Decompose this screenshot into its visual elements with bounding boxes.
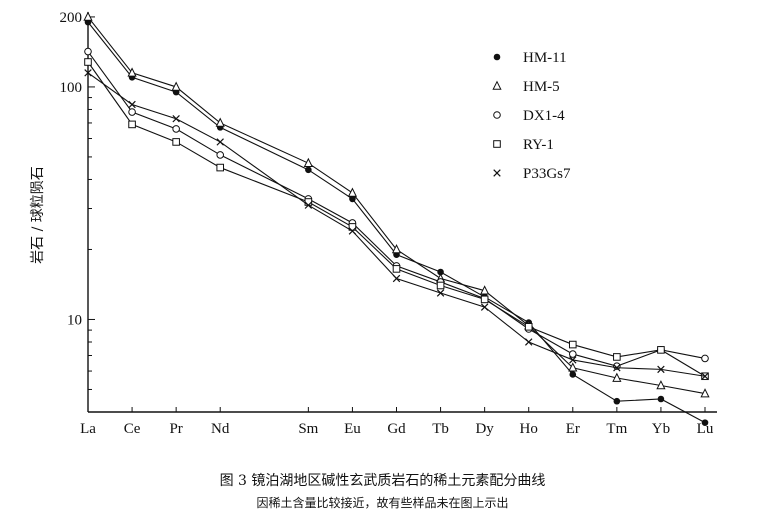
data-point: [612, 372, 622, 382]
x-tick-label: Er: [566, 421, 580, 437]
series-p33gs7: [84, 69, 709, 380]
y-tick-label: 100: [60, 80, 83, 96]
legend-item-dx1-4: DX1-4: [493, 108, 565, 124]
data-point: [493, 111, 501, 119]
series-layer: [83, 11, 710, 426]
data-point: [480, 295, 489, 304]
data-point: [215, 117, 225, 127]
data-point: [480, 285, 490, 295]
data-point: [172, 114, 180, 123]
data-point: [524, 322, 533, 331]
series-line: [87, 72, 706, 377]
data-point: [392, 265, 401, 273]
data-point: [216, 138, 224, 146]
data-point: [84, 47, 92, 56]
data-point: [83, 11, 93, 21]
data-point: [613, 397, 621, 405]
data-point: [492, 80, 502, 90]
legend-label: RY-1: [523, 137, 554, 153]
y-axis-label: 岩石 / 球粒陨石: [30, 166, 46, 264]
data-point: [701, 372, 709, 380]
data-point: [84, 69, 92, 77]
data-point: [348, 227, 357, 235]
x-tick-label: Sm: [298, 421, 318, 437]
data-point: [613, 364, 621, 372]
data-point: [391, 244, 402, 254]
data-point: [84, 58, 92, 66]
figure-caption-note: 因稀土含量比较接近，故有些样品未在图上示出: [256, 496, 509, 510]
x-tick-label: Ce: [124, 421, 141, 437]
data-point: [524, 338, 533, 346]
legend-label: P33Gs7: [523, 166, 571, 182]
data-point: [657, 346, 665, 354]
y-tick-label: 200: [60, 10, 83, 26]
data-point: [657, 395, 665, 403]
data-point: [436, 289, 445, 297]
data-point: [128, 108, 136, 116]
series-hm-5: [83, 11, 710, 398]
figure-caption-title: 图 3 镜泊湖地区碱性玄武质岩石的稀土元素配分曲线: [219, 473, 546, 489]
x-tick-label: Ho: [520, 421, 538, 437]
data-point: [493, 140, 501, 148]
series-line: [87, 16, 706, 395]
data-point: [304, 198, 313, 206]
data-point: [568, 340, 577, 349]
x-tick-label: Tb: [432, 421, 449, 437]
x-tick-label: Pr: [169, 421, 182, 437]
data-point: [127, 67, 137, 77]
legend-label: DX1-4: [523, 108, 565, 124]
data-point: [128, 100, 136, 109]
series-line: [87, 61, 706, 377]
data-point: [392, 274, 401, 283]
data-point: [569, 356, 577, 364]
data-point: [216, 151, 225, 159]
data-point: [172, 125, 180, 133]
x-tick-label: Yb: [652, 421, 670, 437]
legend-item-hm-11: HM-11: [493, 50, 567, 66]
data-point: [349, 195, 356, 203]
data-point: [656, 380, 666, 390]
x-tick-label: Tm: [606, 421, 627, 437]
data-point: [493, 53, 501, 61]
data-point: [700, 388, 710, 398]
x-tick-label: Gd: [387, 421, 406, 437]
data-point: [436, 281, 445, 290]
series-line: [87, 21, 706, 424]
data-point: [701, 419, 709, 426]
data-point: [568, 362, 578, 372]
data-point: [657, 365, 665, 374]
data-point: [347, 187, 358, 197]
data-point: [304, 201, 313, 209]
data-point: [613, 353, 621, 361]
x-tick-label: Dy: [475, 421, 494, 437]
data-point: [493, 169, 501, 177]
y-tick-label: 10: [67, 312, 82, 328]
x-tick-label: Eu: [344, 421, 361, 437]
data-point: [569, 371, 577, 378]
data-point: [701, 354, 709, 363]
data-point: [437, 268, 444, 276]
series-ry-1: [84, 58, 709, 381]
data-point: [171, 81, 181, 91]
x-tick-label: La: [80, 421, 96, 437]
legend-label: HM-11: [523, 50, 567, 66]
legend-item-hm-5: HM-5: [492, 79, 560, 95]
axes: 10 100 200 La Ce Pr Nd Sm Eu Gd Tb Dy Ho Er Tm Yb Lu: [60, 10, 717, 437]
series-line: [87, 51, 706, 367]
legend-item-ry-1: RY-1: [493, 137, 554, 153]
data-point: [128, 120, 136, 129]
series-dx1-4: [84, 47, 709, 370]
data-point: [568, 350, 577, 358]
data-point: [216, 163, 225, 172]
data-point: [172, 138, 180, 146]
data-point: [305, 166, 312, 174]
ree-pattern-chart: 10 100 200 La Ce Pr Nd Sm Eu Gd Tb Dy Ho Er Tm Yb Lu HM-…: [30, 10, 717, 437]
data-point: [480, 303, 489, 311]
x-tick-label: Lu: [697, 421, 714, 437]
legend: HM-11 HM-5 DX1-4 RY-1 P33Gs7: [492, 50, 571, 182]
legend-label: HM-5: [523, 79, 560, 95]
x-tick-label: Nd: [211, 421, 230, 437]
data-point: [303, 157, 313, 167]
legend-item-p33gs7: P33Gs7: [493, 166, 571, 182]
